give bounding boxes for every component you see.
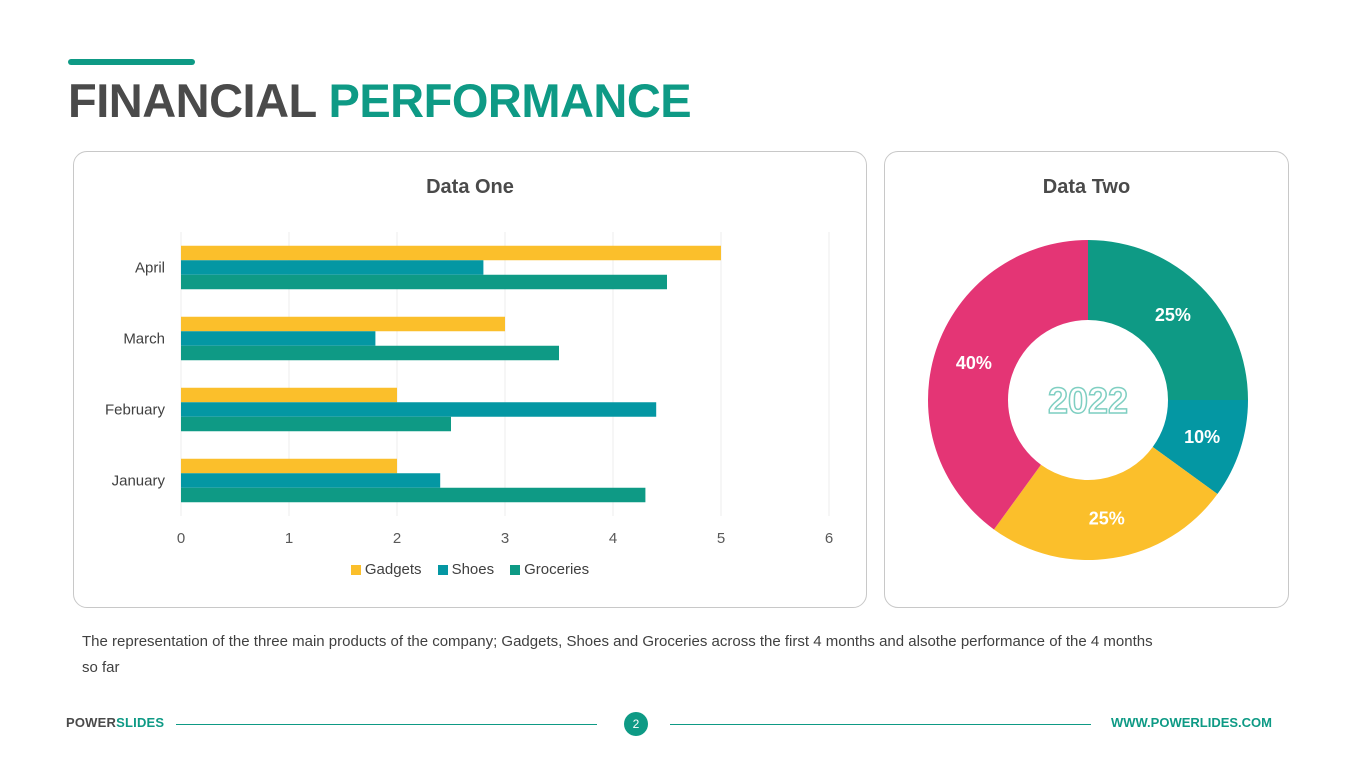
donut-chart-card: Data Two 25% 10% 25% 40% 2022 [884,151,1289,608]
slice-label: 10% [1184,427,1220,447]
donut-slice [993,447,1218,560]
donut-center-label: 2022 [1048,380,1128,421]
legend-label: Groceries [524,561,590,578]
x-tick-label: 6 [825,530,833,547]
footer-brand: POWERSLIDES [66,715,164,730]
legend-swatch [510,564,521,575]
donut-slice [927,240,1088,530]
footer-brand-part-1: POWER [66,715,117,730]
slice-label: 25% [1155,305,1191,325]
caption-text: The representation of the three main pro… [82,633,1153,676]
bar-groceries [181,487,646,503]
page-title: FINANCIAL PERFORMANCE [68,72,692,130]
category-label: March [123,331,165,348]
donut-chart: 25% 10% 25% 40% 2022 [927,240,1248,560]
x-tick-label: 2 [393,530,401,547]
bar-chart: 0 1 2 3 4 5 6 January February March April [105,232,833,547]
bar-groceries [181,416,451,432]
legend-swatch [437,564,448,575]
footer-line-right [670,724,1091,725]
bar-gadgets [181,245,721,261]
bar-chart-title: Data One [426,176,514,198]
category-label: January [112,473,166,490]
footer-url-link[interactable]: WWW.POWERLIDES.COM [1110,715,1272,730]
bar-gadgets [181,458,397,474]
bar-groceries [181,345,559,361]
bar-shoes [181,260,484,275]
x-tick-label: 3 [501,530,509,547]
title-part-1: FINANCIAL [68,74,316,127]
bar-chart-card: Data One 0 1 2 3 4 5 6 January February March Apri… [73,151,867,608]
x-tick-label: 5 [717,530,725,547]
legend-item-gadgets: Gadgets [350,561,422,578]
slice-label: 25% [1089,509,1125,529]
footer-line-left [176,724,597,725]
bar-shoes [181,331,376,346]
legend-item-shoes: Shoes [437,561,495,578]
title-accent-bar [68,59,195,65]
title-part-2: PERFORMANCE [328,74,692,127]
bar-gadgets [181,316,505,332]
x-tick-label: 0 [177,530,185,547]
category-label: April [135,260,165,277]
bar-shoes [181,402,657,417]
bar-chart-legend: Gadgets Shoes Groceries [74,561,866,578]
category-label: February [105,402,166,419]
bar-shoes [181,473,441,488]
x-tick-label: 1 [285,530,293,547]
bar-gadgets [181,387,397,403]
donut-chart-title: Data Two [1042,176,1131,198]
donut-slice [1152,400,1248,495]
legend-label: Gadgets [364,561,422,578]
footer-brand-part-2: SLIDES [116,715,165,730]
legend-label: Shoes [451,561,495,578]
donut-slice [1088,240,1248,400]
legend-swatch [350,564,361,575]
page-number: 2 [624,712,648,736]
legend-item-groceries: Groceries [510,561,589,578]
slice-label: 40% [956,353,992,373]
bar-groceries [181,274,667,290]
x-tick-label: 4 [609,530,617,547]
